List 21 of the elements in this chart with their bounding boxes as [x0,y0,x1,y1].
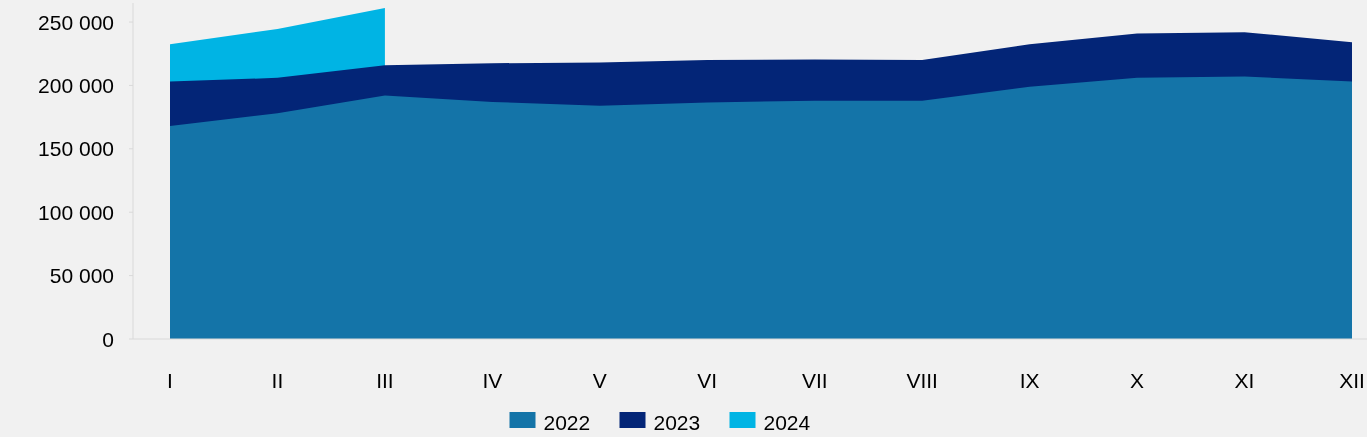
legend-label: 2023 [653,411,701,434]
x-tick-label: VII [801,369,828,392]
x-tick-label: I [167,369,173,392]
x-tick-label: VI [697,369,718,392]
y-tick-label: 50 000 [49,264,114,288]
y-tick-label: 0 [102,327,114,351]
y-tick-label: 150 000 [38,137,114,161]
y-tick-label: 200 000 [38,73,114,97]
y-tick-label: 250 000 [38,10,114,34]
x-tick-label: IV [482,369,503,392]
x-tick-label: III [376,369,394,392]
x-tick-label: IX [1019,369,1040,392]
x-tick-label: X [1130,369,1145,392]
x-tick-label: VIII [906,369,938,392]
x-tick-label: XII [1339,369,1365,392]
x-tick-label: XI [1234,369,1255,392]
x-tick-label: II [271,369,284,392]
legend-label: 2024 [763,411,811,434]
y-tick-label: 100 000 [38,200,114,224]
legend-label: 2022 [543,411,591,434]
x-tick-label: V [592,369,607,392]
